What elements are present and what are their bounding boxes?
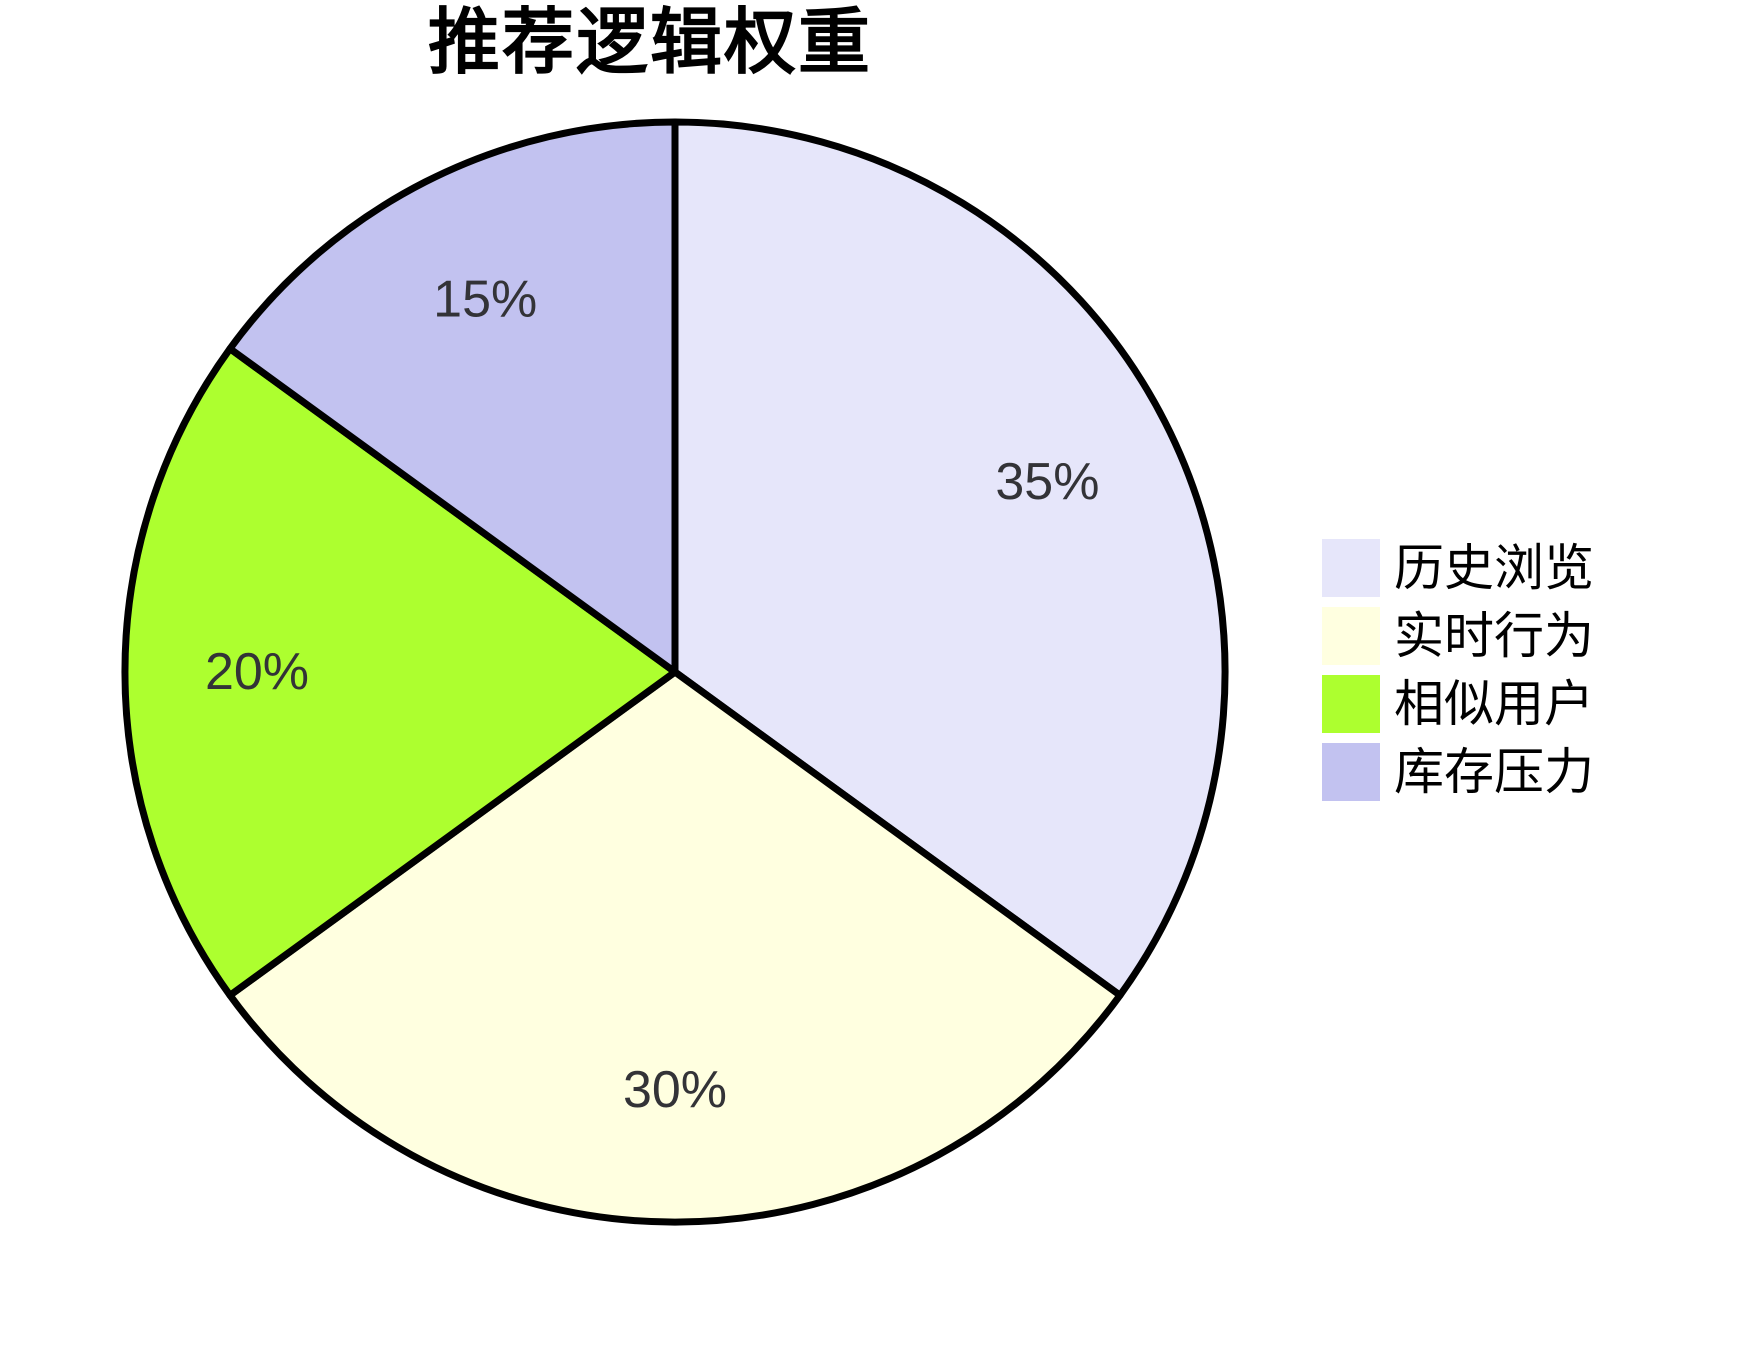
legend-label: 实时行为 xyxy=(1394,608,1594,664)
legend-swatch xyxy=(1322,607,1380,665)
pie-slice-1 xyxy=(226,668,1124,1226)
percent-label: 35% xyxy=(995,453,1099,511)
percent-label: 30% xyxy=(623,1061,727,1119)
legend-label: 相似用户 xyxy=(1394,676,1594,732)
legend-item: 相似用户 xyxy=(1322,675,1594,733)
legend-label: 历史浏览 xyxy=(1394,540,1594,596)
percent-label: 15% xyxy=(433,271,537,329)
legend-swatch xyxy=(1322,743,1380,801)
chart-title: 推荐逻辑权重 xyxy=(427,3,873,83)
pie-slice-0 xyxy=(671,118,1229,999)
percent-labels: 35% 30% 20% 15% xyxy=(205,271,1099,1119)
legend: 历史浏览实时行为相似用户库存压力 xyxy=(1322,539,1594,801)
percent-label: 20% xyxy=(205,643,309,701)
legend-swatch xyxy=(1322,675,1380,733)
legend-label: 库存压力 xyxy=(1394,744,1594,800)
pie-slice-3 xyxy=(226,118,679,676)
pie-slices xyxy=(121,118,1229,1226)
legend-item: 实时行为 xyxy=(1322,607,1594,665)
legend-item: 历史浏览 xyxy=(1322,539,1594,597)
pie-slice-2 xyxy=(121,345,679,999)
legend-swatch xyxy=(1322,539,1380,597)
legend-item: 库存压力 xyxy=(1322,743,1594,801)
